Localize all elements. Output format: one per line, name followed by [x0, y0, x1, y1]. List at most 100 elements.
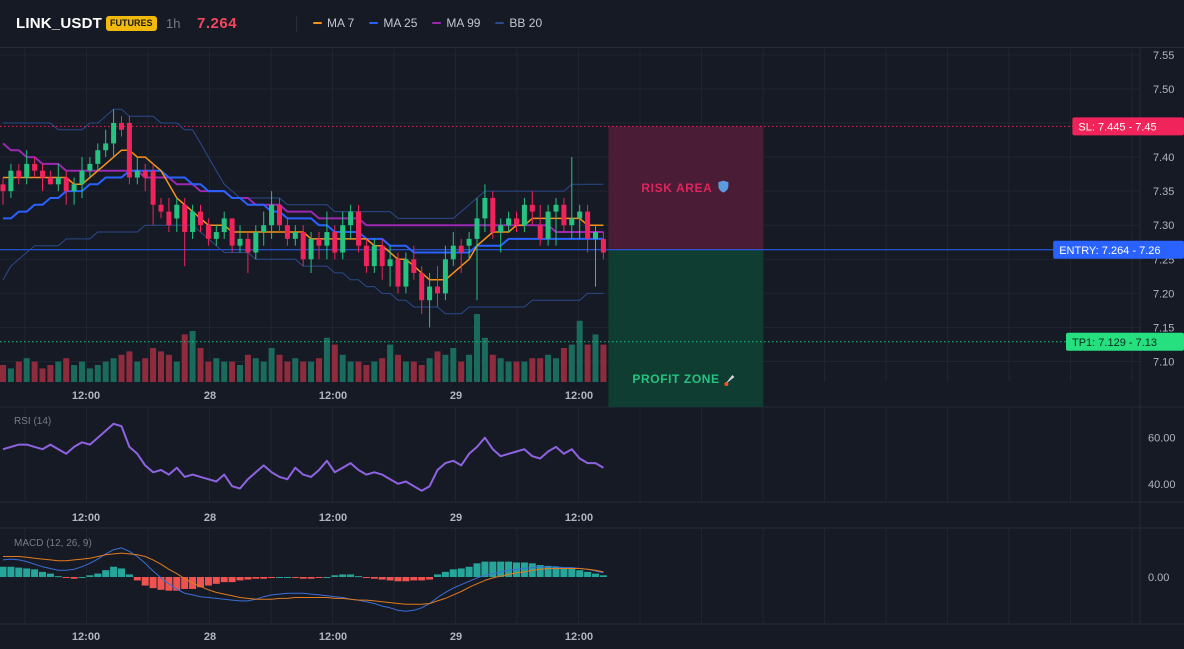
volume-bar — [102, 361, 109, 382]
candle-body — [553, 204, 559, 212]
candle-body — [63, 177, 69, 192]
signal-line — [3, 552, 604, 605]
macd-histogram-bar — [315, 577, 323, 578]
candle-body — [16, 170, 22, 178]
volume-bar — [189, 331, 196, 382]
candle-body — [150, 170, 156, 205]
macd-histogram-bar — [449, 569, 457, 577]
legend-swatch — [313, 22, 322, 24]
volume-bar — [308, 361, 315, 382]
macd-histogram-bar — [125, 574, 133, 577]
macd-histogram-bar — [252, 577, 260, 579]
volume-bar — [395, 354, 401, 382]
macd-histogram-bar — [46, 573, 54, 577]
volume-bar — [347, 361, 354, 382]
time-tick-label: 12:00 — [565, 512, 593, 524]
macd-histogram-bar — [473, 563, 481, 577]
volume-bar — [387, 344, 394, 382]
macd-histogram-bar — [418, 577, 426, 581]
macd-histogram-bar — [426, 577, 434, 580]
timeframe-selector[interactable]: 1h — [166, 16, 181, 31]
rocket-icon-flame — [724, 382, 729, 386]
volume-bar — [276, 354, 283, 382]
candle-body — [316, 238, 322, 246]
candle-body — [32, 163, 38, 171]
legend-bb20[interactable]: BB 20 — [495, 16, 542, 30]
candle-body — [55, 177, 61, 185]
macd-histogram-bar — [505, 561, 513, 577]
candle-body — [213, 232, 219, 239]
volume-bar — [505, 361, 512, 382]
macd-histogram-bar — [173, 577, 181, 591]
candle-body — [205, 225, 211, 239]
macd-histogram-bar — [378, 577, 386, 580]
volume-bar — [205, 361, 212, 382]
legend-ma25[interactable]: MA 25 — [369, 16, 417, 30]
volume-bar — [229, 361, 236, 382]
candle-body — [577, 211, 583, 219]
volume-bar — [118, 354, 125, 382]
volume-bar — [260, 361, 267, 382]
entry-tag-bg — [1053, 240, 1184, 259]
macd-histogram-bar — [110, 566, 118, 577]
stop-loss-tag-bg — [1072, 117, 1184, 136]
macd-histogram-bar — [592, 573, 599, 577]
candle-body — [174, 204, 180, 219]
futures-badge: FUTURES — [106, 16, 157, 31]
candle-body — [95, 150, 101, 164]
volume-bar — [371, 361, 378, 382]
legend-swatch — [369, 22, 379, 24]
stop-loss-tag-text: SL: 7.445 - 7.45 — [1078, 121, 1156, 133]
volume-bar — [568, 344, 575, 382]
price-tick-label: 7.55 — [1153, 50, 1174, 62]
macd-histogram-bar — [299, 577, 307, 579]
candle-body — [521, 204, 527, 226]
macd-tick-label: 0.00 — [1148, 572, 1169, 584]
candle-body — [40, 170, 45, 178]
volume-bar — [268, 348, 275, 382]
indicator-legend: MA 7 MA 25 MA 99 BB 20 — [313, 16, 542, 30]
price-tick-label: 7.40 — [1153, 152, 1174, 164]
macd-histogram-bar — [536, 565, 544, 577]
take-profit-tag-bg — [1066, 332, 1184, 351]
volume-bar — [489, 354, 496, 382]
macd-histogram-bar — [118, 568, 125, 577]
candle-body — [545, 211, 551, 239]
candle-body — [87, 163, 93, 171]
candle-body — [395, 259, 401, 287]
macd-histogram-bar — [481, 561, 489, 577]
symbol-name[interactable]: LINK_USDT — [16, 15, 102, 32]
volume-bar — [355, 361, 362, 382]
volume-bar — [55, 361, 62, 382]
price-tick-label: 7.35 — [1153, 186, 1174, 198]
macd-histogram-bar — [133, 577, 141, 581]
volume-bar — [600, 344, 607, 382]
volume-bar — [560, 348, 567, 382]
legend-ma99[interactable]: MA 99 — [432, 16, 480, 30]
legend-label: MA 25 — [383, 16, 418, 30]
candle-body — [79, 170, 85, 185]
stop-loss-tag: SL: 7.445 - 7.45 — [1072, 117, 1184, 136]
candle-body — [403, 259, 409, 287]
time-tick-label: 12:00 — [319, 631, 347, 643]
candle-body — [348, 211, 354, 226]
macd-histogram-bar — [347, 574, 355, 577]
macd-histogram-bar — [86, 575, 94, 577]
macd-histogram-bar — [260, 577, 268, 579]
macd-histogram-bar — [544, 565, 552, 577]
volume-bar — [497, 358, 504, 382]
volume-bar — [316, 358, 322, 382]
volume-bar — [79, 361, 85, 382]
chart-header: LINK_USDT FUTURES 1h 7.264 MA 7 MA 25 MA… — [0, 0, 1184, 48]
take-profit-tag: TP1: 7.129 - 7.13 — [1066, 332, 1184, 351]
candle-body — [585, 211, 591, 239]
macd-histogram-bar — [204, 577, 212, 586]
legend-swatch — [432, 22, 442, 24]
candle-body — [237, 238, 243, 246]
volume-bar — [63, 358, 70, 382]
legend-ma7[interactable]: MA 7 — [313, 16, 354, 30]
time-tick-label: 12:00 — [72, 631, 100, 643]
volume-bar — [158, 351, 164, 382]
ma99-line — [2, 142, 604, 233]
